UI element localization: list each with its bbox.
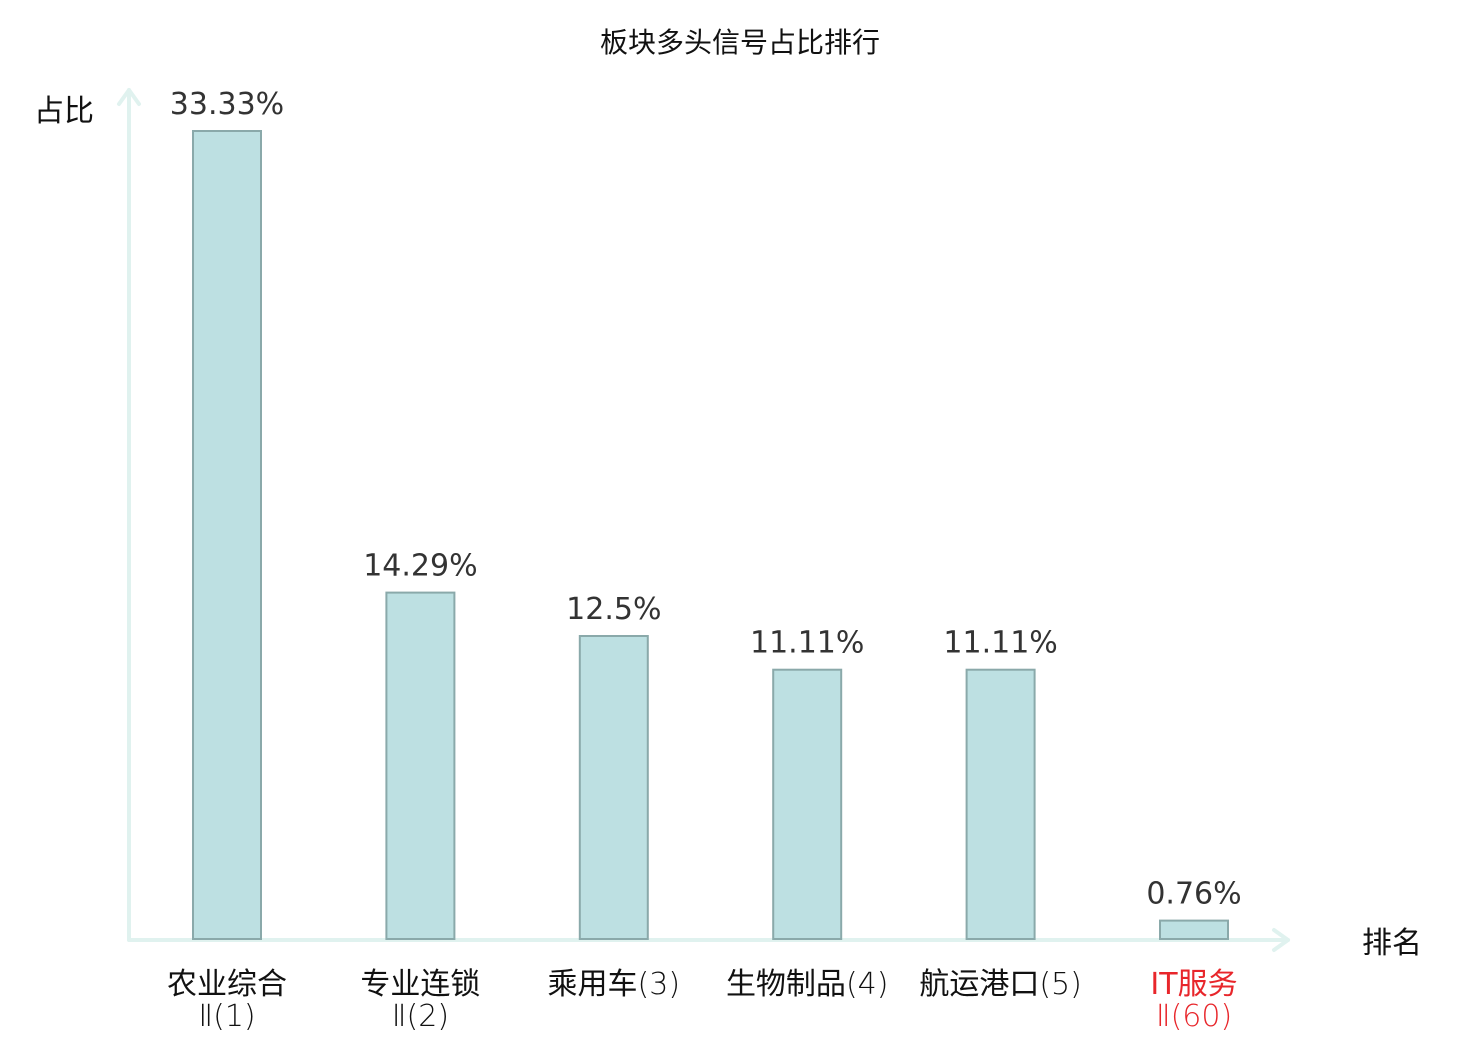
x-axis-label: 排名	[1362, 926, 1422, 961]
value-label-3: 12.5%	[566, 592, 661, 627]
category-name: IT服务	[1150, 967, 1237, 1002]
bar-6	[1159, 919, 1229, 940]
value-label-1: 33.33%	[170, 87, 284, 122]
category-name: 农业综合	[167, 967, 287, 1002]
value-label-2: 14.29%	[363, 549, 477, 584]
y-axis-label: 占比	[34, 94, 94, 129]
category-name: 乘用车	[548, 967, 638, 1002]
value-label-4: 11.11%	[750, 626, 864, 661]
bar-1	[192, 130, 262, 940]
value-label-6: 0.76%	[1146, 877, 1241, 912]
category-rank: (3)	[638, 967, 681, 1002]
category-rank-line-2: Ⅱ(2)	[392, 999, 449, 1034]
category-name: 航运港口	[919, 967, 1039, 1002]
category-rank: (4)	[846, 967, 889, 1002]
axes	[117, 88, 1290, 952]
bar-5	[965, 668, 1036, 940]
y-axis-arrow-icon	[117, 88, 141, 106]
bar-2	[385, 591, 456, 940]
category-name: 生物制品	[726, 967, 846, 1002]
category-label-2: 专业连锁	[360, 967, 480, 1002]
category-label-4: 生物制品(4)	[726, 967, 889, 1002]
bar-3	[578, 635, 649, 940]
category-label-3: 乘用车(3)	[548, 967, 681, 1002]
value-labels: 33.33% 14.29% 12.5% 11.11% 11.11% 0.76%	[170, 87, 1242, 912]
x-axis-arrow-icon	[1272, 928, 1290, 952]
category-label-6: IT服务	[1150, 967, 1237, 1002]
value-label-5: 11.11%	[943, 626, 1057, 661]
chart-title: 板块多头信号占比排行	[600, 26, 880, 59]
bar-4	[772, 668, 843, 940]
category-name: 专业连锁	[360, 967, 480, 1002]
bars	[192, 130, 1229, 940]
category-label-5: 航运港口(5)	[919, 967, 1082, 1002]
category-rank-line-6: Ⅱ(60)	[1156, 999, 1232, 1034]
category-rank: (5)	[1039, 967, 1082, 1002]
category-rank-line-1: Ⅱ(1)	[198, 999, 255, 1034]
category-label-1: 农业综合	[167, 967, 287, 1002]
